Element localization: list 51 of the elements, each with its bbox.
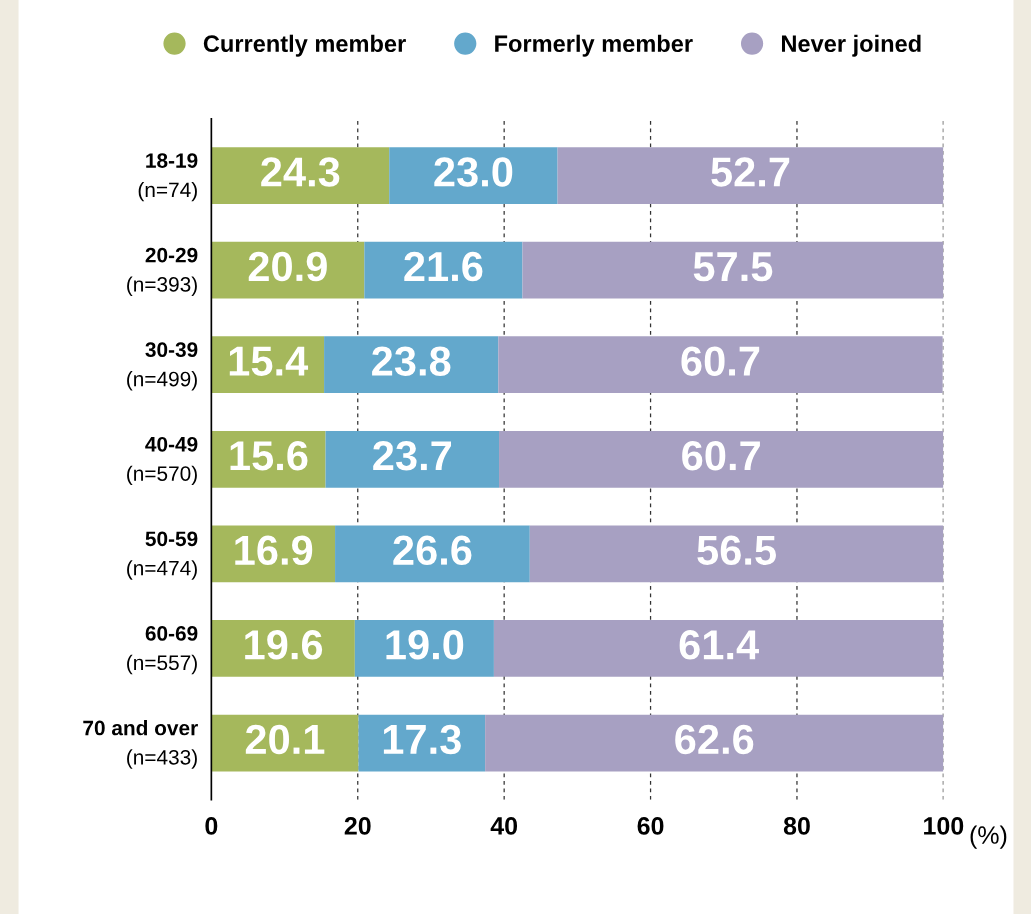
y-tick-label: 60-69 (n=557) (127, 626, 198, 675)
bar (364, 241, 523, 299)
bar (529, 525, 944, 583)
bar (522, 241, 944, 299)
data-label: 17.3 (383, 724, 461, 755)
data-label: 21.6 (404, 251, 483, 282)
x-tick-label: 0 (205, 817, 218, 835)
bar (211, 147, 390, 204)
legend-label: Currently member (203, 34, 406, 57)
data-label: 60.7 (682, 440, 760, 471)
data-label: 57.5 (693, 252, 773, 282)
data-label: 56.5 (697, 535, 776, 566)
data-label: 61.4 (679, 630, 759, 660)
data-label: 15.6 (230, 440, 308, 471)
bar (324, 336, 499, 394)
x-tick-label: 20 (344, 817, 371, 835)
x-tick-label: 100 (924, 817, 964, 835)
y-tick-label: 70 and over (n=433) (83, 720, 198, 769)
bar (493, 620, 944, 677)
bar (557, 147, 944, 204)
data-label: 15.4 (229, 346, 309, 376)
bar (389, 147, 558, 204)
x-tick-label: 40 (490, 817, 518, 835)
data-label: 19.6 (245, 630, 323, 660)
y-tick-label: 40-49 (n=570) (127, 436, 198, 486)
data-label: 52.7 (711, 157, 790, 187)
data-label: 16.9 (235, 535, 313, 566)
y-tick-label: 50-59 (n=474) (127, 531, 198, 580)
x-axis-title: (%) (970, 825, 1007, 849)
data-label: 23.8 (372, 346, 451, 376)
data-label: 62.6 (675, 724, 754, 755)
data-label: 20.1 (245, 724, 325, 755)
y-tick-label: 18-19 (n=74) (138, 153, 198, 202)
y-tick-label: 20-29 (n=393) (127, 247, 198, 296)
bar (325, 430, 500, 488)
bar (485, 714, 944, 772)
x-tick-label: 80 (783, 817, 810, 835)
legend-label: Never joined (781, 34, 921, 57)
data-label: 20.9 (248, 251, 327, 282)
data-label: 23.7 (373, 440, 452, 471)
data-label: 26.6 (393, 535, 472, 566)
y-tick-label: 30-39 (n=499) (127, 342, 198, 391)
bar (498, 336, 943, 394)
data-label: 19.0 (386, 630, 464, 660)
x-tick-label: 60 (637, 817, 664, 835)
bar (499, 430, 944, 488)
data-label: 24.3 (261, 157, 340, 187)
data-label: 23.0 (434, 157, 513, 187)
legend-label: Formerly member (495, 34, 693, 57)
data-label: 60.7 (681, 346, 760, 376)
bar (335, 525, 530, 583)
